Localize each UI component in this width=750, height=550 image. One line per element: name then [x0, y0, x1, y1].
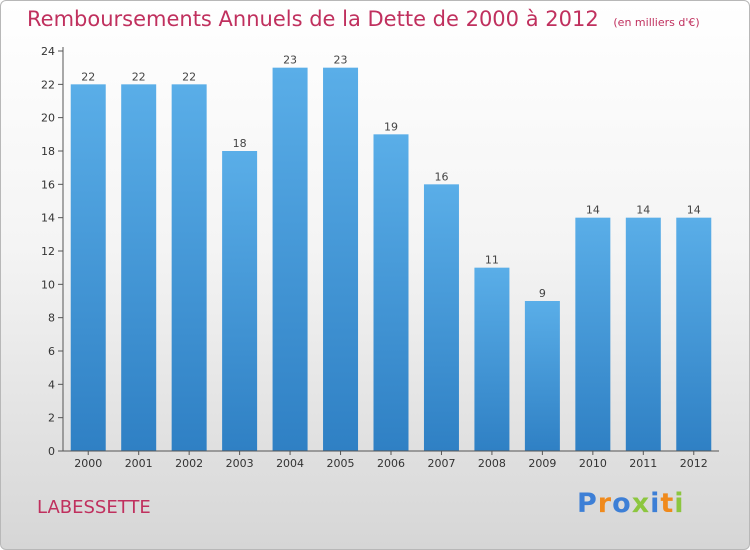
bar-2011 — [625, 217, 661, 451]
y-tick-label-12: 12 — [41, 245, 55, 258]
x-tick-label-2001: 2001 — [125, 457, 153, 470]
bar-2000 — [70, 84, 106, 451]
x-tick-label-2011: 2011 — [629, 457, 657, 470]
y-tick-label-10: 10 — [41, 278, 55, 291]
logo-letter: r — [597, 488, 613, 519]
x-tick-label-2012: 2012 — [680, 457, 708, 470]
x-tick-label-2006: 2006 — [377, 457, 405, 470]
logo-letter: t — [660, 488, 675, 519]
x-tick-label-2008: 2008 — [478, 457, 506, 470]
logo-letter: i — [674, 488, 685, 519]
x-tick-label-2010: 2010 — [579, 457, 607, 470]
y-tick-label-24: 24 — [41, 45, 55, 58]
y-tick-label-6: 6 — [48, 345, 55, 358]
y-tick-label-2: 2 — [48, 412, 55, 425]
bar-2004 — [272, 67, 308, 452]
bar-2006 — [373, 134, 409, 452]
data-label-2004: 23 — [283, 54, 297, 67]
x-tick-label-2005: 2005 — [327, 457, 355, 470]
y-tick-label-14: 14 — [41, 212, 55, 225]
bar-2008 — [474, 267, 510, 451]
y-tick-label-22: 22 — [41, 78, 55, 91]
x-tick-label-2009: 2009 — [528, 457, 556, 470]
bar-2001 — [121, 84, 157, 451]
y-tick-label-8: 8 — [48, 312, 55, 325]
chart-subtitle: (en milliers d'€) — [613, 16, 700, 29]
data-label-2010: 14 — [586, 204, 600, 217]
data-label-2009: 9 — [539, 287, 546, 300]
commune-name: LABESSETTE — [37, 497, 151, 518]
data-label-2003: 18 — [233, 137, 247, 150]
y-tick-label-18: 18 — [41, 145, 55, 158]
data-label-2008: 11 — [485, 254, 499, 267]
bar-2012 — [676, 217, 712, 451]
logo-letter: i — [650, 488, 661, 519]
x-tick-label-2004: 2004 — [276, 457, 304, 470]
y-tick-label-16: 16 — [41, 178, 55, 191]
bar-2009 — [524, 301, 560, 451]
logo-letter: P — [577, 488, 598, 519]
x-tick-label-2003: 2003 — [226, 457, 254, 470]
data-label-2006: 19 — [384, 120, 398, 133]
x-tick-label-2000: 2000 — [74, 457, 102, 470]
x-tick-label-2002: 2002 — [175, 457, 203, 470]
y-tick-label-0: 0 — [48, 445, 55, 458]
chart-title: Remboursements Annuels de la Dette de 20… — [27, 7, 700, 31]
bar-2010 — [575, 217, 611, 451]
bar-2007 — [423, 184, 459, 452]
logo-letter: x — [631, 488, 651, 519]
data-label-2001: 22 — [132, 70, 146, 83]
data-label-2002: 22 — [182, 70, 196, 83]
bar-2002 — [171, 84, 207, 451]
y-tick-label-4: 4 — [48, 378, 55, 391]
proxiti-logo: Proxiti — [577, 488, 685, 519]
data-label-2012: 14 — [687, 204, 701, 217]
chart-title-text: Remboursements Annuels de la Dette de 20… — [27, 7, 599, 31]
data-label-2000: 22 — [81, 70, 95, 83]
data-label-2005: 23 — [334, 54, 348, 67]
logo-letter: o — [612, 488, 632, 519]
bar-2003 — [222, 151, 258, 451]
data-label-2011: 14 — [636, 204, 650, 217]
y-tick-label-20: 20 — [41, 112, 55, 125]
x-tick-label-2007: 2007 — [427, 457, 455, 470]
bar-2005 — [323, 67, 359, 452]
data-label-2007: 16 — [434, 170, 448, 183]
